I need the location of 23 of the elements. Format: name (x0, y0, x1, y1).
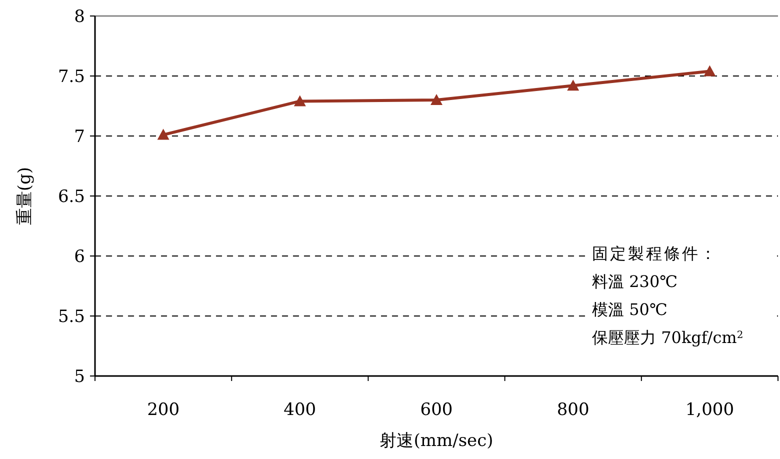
y-tick-label: 7 (74, 127, 85, 147)
annotation: 料溫 230℃ (592, 272, 678, 291)
point (567, 80, 580, 91)
y-tick-label: 7.5 (58, 67, 85, 87)
y-tick-label: 5 (74, 367, 85, 387)
point (294, 95, 306, 106)
x-tick-label: 400 (284, 400, 316, 420)
annotation: 模溫 50℃ (592, 300, 668, 319)
annotation: 固定製程條件： (592, 244, 718, 263)
point (430, 94, 442, 105)
x-tick-label: 200 (147, 400, 180, 420)
x-tick-label: 600 (420, 400, 453, 420)
annotation: 保壓壓力 70kgf/cm$^{2}$ (592, 328, 744, 347)
point (704, 65, 716, 76)
y-axis-title: 重量(g) (15, 166, 35, 226)
x-tick-label: 1,000 (685, 400, 734, 420)
point (157, 128, 170, 140)
x-axis-title: 射速(mm/sec) (380, 431, 494, 451)
x-tick-label: 800 (556, 400, 590, 420)
y-tick-label: 5.5 (58, 307, 85, 327)
y-tick-label: 6.5 (58, 187, 85, 207)
y-tick-label: 8 (74, 7, 85, 27)
y-tick-label: 6 (74, 247, 85, 267)
